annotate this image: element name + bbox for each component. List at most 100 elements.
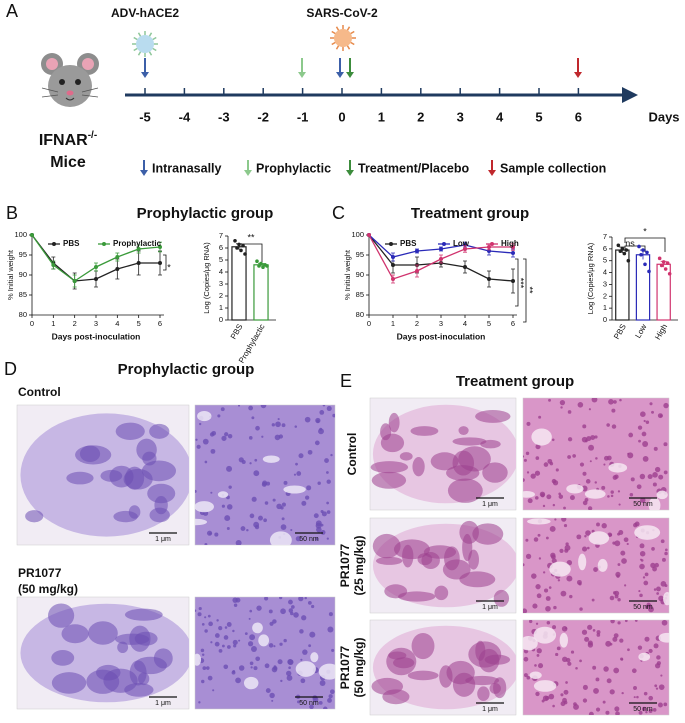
row-label: (50 mg/kg) — [18, 582, 78, 596]
nucleus — [327, 626, 334, 633]
nucleus — [556, 646, 561, 651]
nucleus — [279, 642, 283, 646]
nucleus — [641, 706, 647, 712]
nucleus — [661, 620, 668, 626]
chart-title: Prophylactic group — [137, 205, 274, 222]
nucleus — [195, 438, 198, 441]
tissue-dense — [115, 633, 150, 645]
nucleus — [281, 517, 285, 521]
tissue-dense — [411, 632, 435, 660]
nucleus — [263, 518, 267, 523]
tissue-dense — [51, 672, 87, 694]
data-point — [265, 264, 269, 268]
series-line — [368, 234, 514, 258]
nucleus — [552, 480, 559, 486]
nucleus — [619, 638, 624, 643]
data-point — [645, 250, 649, 255]
tissue-dense — [412, 457, 425, 477]
scale-bar-label: 1 μm — [155, 536, 171, 543]
nucleus — [613, 633, 619, 638]
alveolus — [658, 632, 669, 643]
nucleus — [261, 481, 267, 487]
data-point — [661, 260, 666, 264]
row-label: PR1077 — [338, 543, 352, 587]
nucleus — [326, 479, 331, 484]
tissue-dense — [115, 422, 145, 440]
tissue-dense — [417, 553, 433, 566]
nucleus — [238, 665, 245, 671]
nucleus — [277, 417, 280, 421]
nucleus — [651, 547, 655, 551]
data-point — [657, 256, 662, 261]
nucleus — [566, 575, 573, 582]
data-point — [115, 255, 120, 259]
nucleus — [617, 621, 621, 625]
nucleus — [328, 612, 333, 617]
nucleus — [226, 622, 232, 627]
nucleus — [300, 658, 303, 661]
nucleus — [634, 521, 640, 527]
nucleus — [290, 611, 294, 616]
tissue-dense — [482, 462, 508, 483]
nucleus — [643, 691, 648, 696]
nucleus — [205, 666, 210, 670]
nucleus — [560, 590, 567, 597]
nucleus — [287, 658, 294, 665]
nucleus — [534, 470, 541, 476]
nucleus — [585, 530, 591, 536]
nucleus — [582, 546, 588, 552]
nucleus — [582, 698, 588, 703]
alveolus — [588, 531, 610, 545]
data-point — [487, 245, 491, 249]
nucleus — [655, 687, 659, 690]
arrow-head — [346, 170, 354, 176]
data-point — [665, 261, 670, 265]
nucleus — [329, 689, 335, 695]
nucleus — [209, 432, 215, 437]
timeline-day: -3 — [218, 109, 230, 124]
alveolus — [656, 490, 668, 500]
nucleus — [594, 481, 597, 484]
nucleus — [280, 608, 286, 615]
y-tick-label: 0 — [603, 315, 607, 324]
nucleus — [654, 562, 659, 568]
nucleus — [302, 649, 308, 655]
nucleus — [253, 666, 258, 671]
nucleus — [294, 425, 298, 428]
data-point — [487, 277, 491, 281]
nucleus — [534, 664, 537, 667]
legend-marker — [442, 242, 446, 246]
nucleus — [636, 484, 642, 490]
nucleus — [250, 666, 253, 669]
nucleus — [562, 656, 568, 663]
scale-bar-label: 50 nm — [299, 536, 319, 543]
tissue-dense — [66, 471, 94, 485]
data-point — [391, 277, 395, 281]
timeline-legend-label: Intranasally — [152, 161, 222, 175]
timeline-day: 3 — [457, 109, 464, 124]
nucleus — [226, 527, 230, 530]
timeline-day: 0 — [338, 109, 345, 124]
data-point — [235, 246, 239, 250]
nucleus — [576, 534, 582, 540]
nucleus — [300, 678, 306, 684]
nucleus — [261, 435, 264, 438]
row-label: (25 mg/kg) — [352, 535, 366, 595]
nucleus — [661, 557, 666, 562]
nucleus — [553, 605, 557, 610]
nucleus — [613, 667, 620, 674]
nucleus — [591, 529, 595, 533]
nucleus — [232, 629, 235, 633]
data-point — [511, 279, 515, 283]
nucleus — [627, 648, 630, 652]
nucleus — [535, 496, 539, 500]
alveolus — [638, 652, 651, 661]
nucleus — [653, 588, 657, 591]
x-tick-label: 0 — [367, 319, 371, 328]
tissue-dense — [407, 670, 439, 681]
tissue-dense — [149, 423, 170, 439]
significance-label: ** — [247, 232, 255, 242]
arrow-head — [574, 72, 582, 78]
nucleus — [587, 506, 593, 510]
nucleus — [207, 614, 211, 618]
